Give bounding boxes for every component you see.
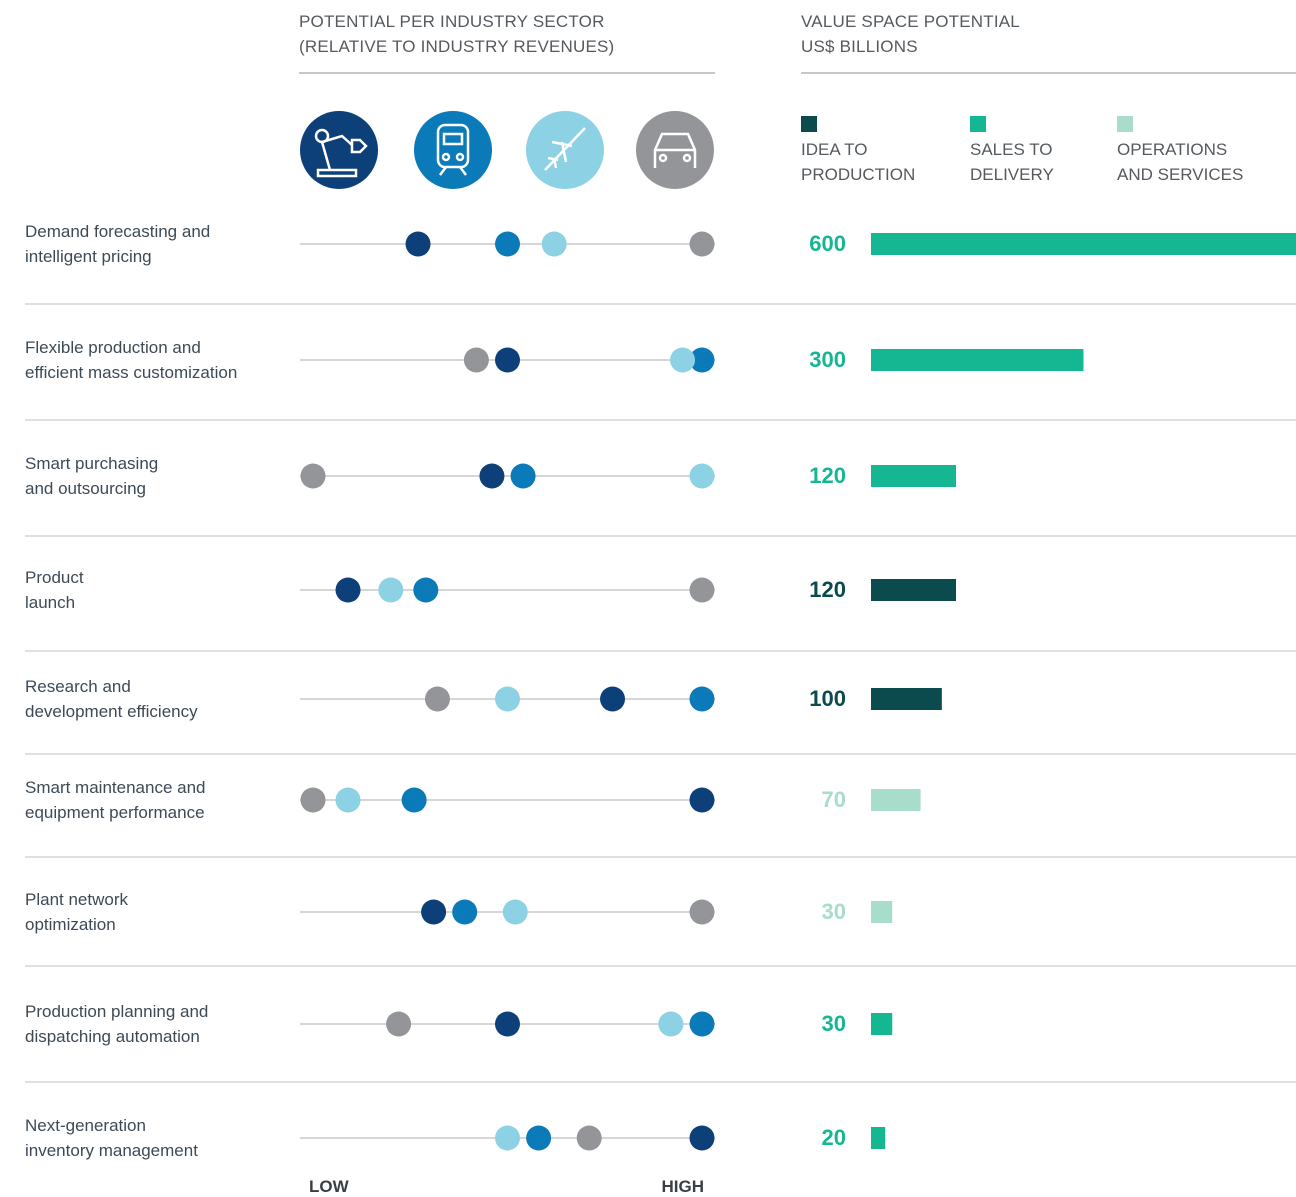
value-label: 70	[821, 787, 846, 812]
bar	[871, 349, 1084, 371]
bar	[871, 579, 956, 601]
value-label: 100	[809, 686, 846, 711]
legend-swatch	[970, 116, 986, 132]
sector-dot	[541, 231, 567, 257]
value-label: 120	[809, 463, 846, 488]
sector-dot	[502, 899, 528, 925]
icon-rail	[414, 111, 492, 189]
x-tick-label: LOW	[309, 1177, 349, 1196]
sector-dot	[689, 787, 715, 813]
sector-dot	[413, 577, 439, 603]
sector-dot	[479, 463, 505, 489]
bar	[871, 465, 956, 487]
sector-dot	[495, 1011, 520, 1037]
category-label: Smart maintenance and equipment performa…	[25, 778, 206, 822]
category-label: Research and development efficiency	[25, 677, 198, 721]
sector-dot	[510, 463, 536, 489]
bar	[871, 1127, 886, 1149]
bar	[871, 901, 893, 923]
sector-dot	[300, 787, 326, 813]
sector-dot	[452, 899, 478, 925]
sector-dot	[421, 899, 447, 925]
sector-dot	[378, 577, 404, 603]
section-title: POTENTIAL PER INDUSTRY SECTOR (RELATIVE …	[299, 12, 615, 56]
sector-dot	[424, 686, 450, 712]
sector-dot	[576, 1125, 602, 1151]
sector-dot	[300, 463, 326, 489]
value-label: 20	[821, 1125, 846, 1150]
sector-dot	[689, 577, 715, 603]
sector-dot	[335, 787, 361, 813]
icon-automotive	[636, 111, 714, 189]
bar	[871, 688, 942, 710]
sector-dot	[689, 1125, 715, 1151]
sector-dot	[526, 1125, 552, 1151]
bar	[871, 233, 1296, 255]
value-label: 120	[809, 577, 846, 602]
sector-dot	[689, 463, 715, 489]
sector-dot	[600, 686, 626, 712]
category-label: Flexible production and efficient mass c…	[25, 338, 238, 382]
bar	[871, 1013, 893, 1035]
section-title: VALUE SPACE POTENTIAL US$ BILLIONS	[801, 12, 1020, 56]
sector-dot	[689, 347, 715, 373]
legend-swatch	[1117, 116, 1133, 132]
value-label: 600	[809, 231, 846, 256]
sector-dot	[495, 1125, 520, 1151]
sector-dot	[386, 1011, 412, 1037]
value-label: 30	[821, 899, 846, 924]
category-label: Plant network optimization	[25, 890, 128, 934]
value-label: 300	[809, 347, 846, 372]
icon-machinery	[300, 111, 378, 189]
category-label: Production planning and dispatching auto…	[25, 1002, 209, 1046]
sector-dot	[689, 899, 715, 925]
legend-label: OPERATIONS AND SERVICES	[1117, 140, 1244, 184]
sector-dot	[335, 577, 361, 603]
icon-aerospace	[526, 111, 604, 189]
category-label: Next-generation inventory management	[25, 1116, 198, 1160]
category-label: Smart purchasing and outsourcing	[25, 454, 159, 498]
sector-dot	[495, 686, 520, 712]
x-tick-label: HIGH	[661, 1177, 705, 1196]
legend-label: IDEA TO PRODUCTION	[801, 140, 916, 184]
sector-dot	[689, 231, 715, 257]
sector-dot	[670, 347, 696, 373]
sector-dot	[405, 231, 431, 257]
sector-dot	[495, 231, 520, 257]
category-label: Product launch	[25, 568, 84, 612]
legend-swatch	[801, 116, 817, 132]
sector-dot	[495, 347, 520, 373]
legend-label: SALES TO DELIVERY	[970, 140, 1054, 184]
sector-dot	[689, 1011, 715, 1037]
value-label: 30	[821, 1011, 846, 1036]
sector-dot	[689, 686, 715, 712]
sector-dot	[658, 1011, 684, 1037]
bar	[871, 789, 921, 811]
category-label: Demand forecasting and intelligent prici…	[25, 222, 211, 266]
sector-dot	[401, 787, 427, 813]
sector-dot	[463, 347, 489, 373]
